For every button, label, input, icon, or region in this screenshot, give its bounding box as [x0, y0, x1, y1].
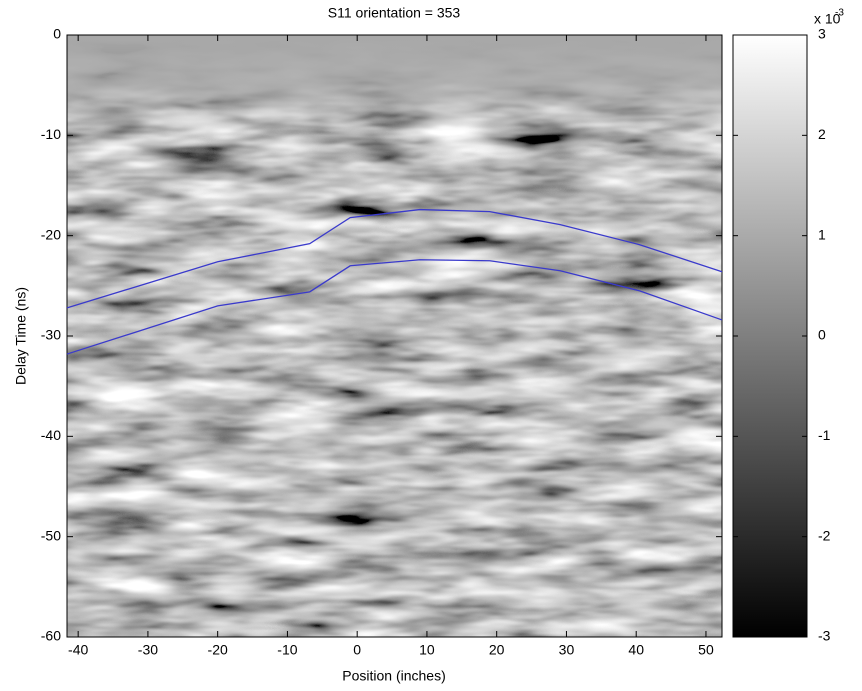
colorbar-tick-label: 2 — [818, 126, 826, 142]
chart-title: S11 orientation = 353 — [328, 5, 461, 21]
x-axis-label: Position (inches) — [342, 668, 446, 684]
colorbar-multiplier: x 10 — [814, 11, 841, 27]
x-tick-label: 20 — [489, 642, 505, 658]
y-tick-label: 0 — [53, 26, 61, 42]
boundary-line — [66, 259, 723, 355]
colorbar-tick-label: -2 — [818, 527, 831, 543]
y-tick-label: -40 — [41, 427, 61, 443]
x-tick-label: 10 — [419, 642, 435, 658]
x-tick-label: 0 — [353, 642, 361, 658]
y-tick-label: -10 — [41, 126, 61, 142]
colorbar-tick-label: 0 — [818, 327, 826, 343]
x-tick-label: 50 — [698, 642, 714, 658]
colorbar — [732, 34, 808, 638]
radargram — [67, 35, 722, 637]
x-tick-label: -20 — [208, 642, 228, 658]
colorbar-tick-label: -3 — [818, 628, 831, 644]
x-tick-label: -40 — [68, 642, 88, 658]
image-surface — [67, 35, 722, 637]
colorbar-tick-label: 3 — [818, 26, 826, 42]
y-tick-label: -20 — [41, 226, 61, 242]
colorbar-exponent: -3 — [835, 8, 844, 19]
y-tick-label: -50 — [41, 527, 61, 543]
x-tick-label: -30 — [138, 642, 158, 658]
boundary-line — [66, 208, 723, 309]
y-tick-label: -60 — [41, 628, 61, 644]
y-tick-label: -30 — [41, 327, 61, 343]
colorbar-tick-label: 1 — [818, 226, 826, 242]
colorbar-tick-label: -1 — [818, 427, 831, 443]
x-tick-label: 30 — [559, 642, 575, 658]
x-tick-label: -10 — [277, 642, 297, 658]
y-axis-label: Delay Time (ns) — [13, 287, 29, 385]
x-tick-label: 40 — [628, 642, 644, 658]
